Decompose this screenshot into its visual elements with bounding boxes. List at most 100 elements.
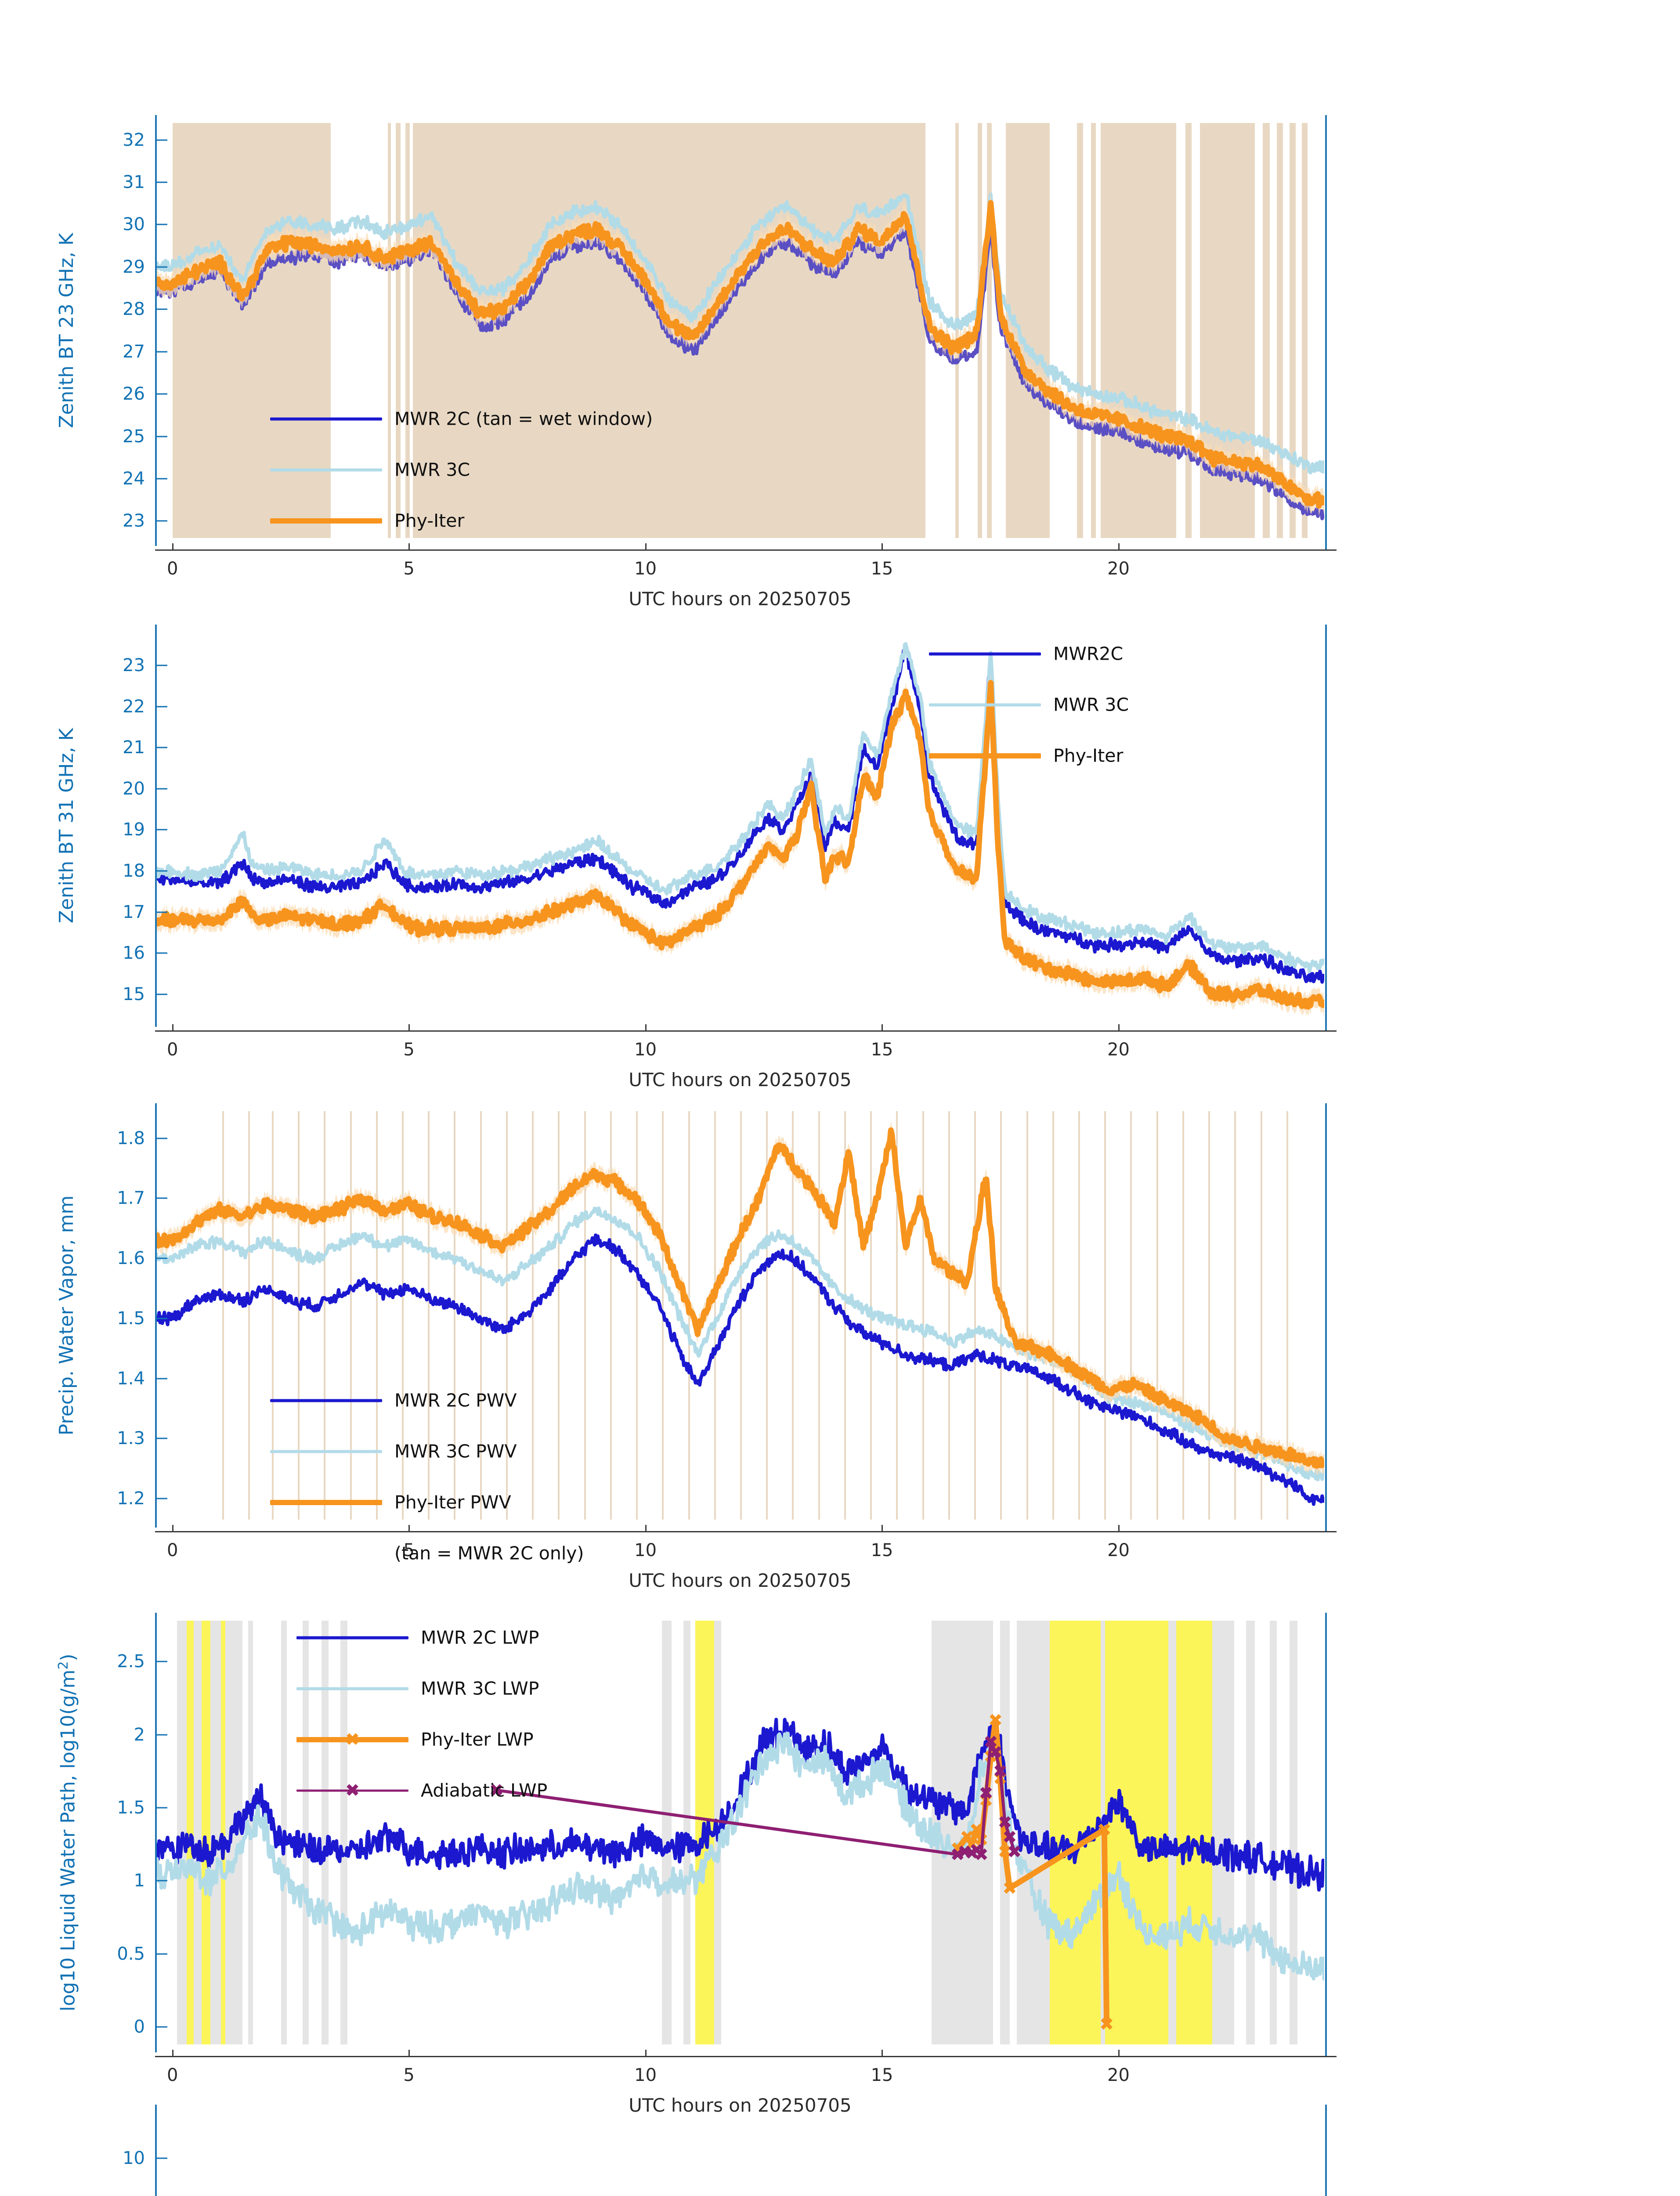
x-axis-spine (155, 549, 1337, 551)
yellow-band (202, 1621, 210, 2044)
legend-label: Phy-Iter PWV (394, 1492, 511, 1513)
y-tick-label: 1.5 (117, 1797, 145, 1818)
y-axis-label: Zenith BT 23 GHz, K (55, 233, 78, 428)
right-edge-line (1325, 1613, 1327, 2056)
panel-dqflag-traces (156, 2113, 1324, 2196)
wet-window-band (405, 123, 410, 538)
yellow-band (220, 1621, 226, 2044)
y-axis-spine (155, 1103, 157, 1528)
x-tick-label: 5 (403, 1040, 415, 1060)
x-tick-label: 20 (1107, 2065, 1130, 2085)
pwv-marker-line (271, 1111, 274, 1520)
y-tick-label: 25 (123, 426, 145, 447)
gray-band (662, 1621, 672, 2044)
y-tick-label: 18 (123, 860, 145, 881)
right-edge-line (1325, 625, 1327, 1030)
x-tick-label: 10 (634, 1540, 657, 1560)
series-2-line (156, 192, 1324, 475)
legend-label: Adiabatic LWP (421, 1780, 548, 1801)
pwv-marker-line (584, 1111, 586, 1520)
legend-line-swatch (929, 703, 1041, 707)
yellow-band (185, 1621, 194, 2044)
x-tick-label: 20 (1107, 1540, 1130, 1560)
wet-window-band (955, 123, 959, 538)
pwv-marker-line (636, 1111, 638, 1520)
y-tick-mark (156, 436, 167, 437)
y-tick-mark (156, 870, 167, 872)
panel-pwv-plot-area (156, 1111, 1324, 1520)
x-tick-label: 10 (634, 1040, 657, 1060)
wet-window-band (1100, 123, 1176, 538)
pwv-marker-line (740, 1111, 742, 1520)
x-tick-label: 0 (166, 559, 178, 579)
y-tick-mark (156, 351, 167, 353)
wet-window-band (1277, 123, 1283, 538)
x-tick-label: 0 (166, 1540, 178, 1560)
gray-band (302, 1621, 309, 2044)
y-tick-label: 0.5 (117, 1943, 145, 1964)
legend-line-swatch (929, 652, 1041, 656)
y-tick-mark (156, 788, 167, 790)
y-tick-label: 0 (134, 2017, 145, 2037)
pwv-marker-line (818, 1111, 820, 1520)
legend-label: MWR 3C PWV (394, 1441, 517, 1462)
legend-label: MWR 3C (394, 459, 470, 480)
y-tick-label: 32 (123, 130, 145, 150)
pwv-marker-line (402, 1111, 404, 1520)
series-2-line (156, 1206, 1324, 1481)
x-tick-mark (172, 1024, 173, 1031)
x-axis-label: UTC hours on 20250705 (629, 1570, 852, 1591)
lwp-marker: ✖ (1007, 1842, 1022, 1862)
legend-line-swatch (270, 518, 382, 524)
gray-band (321, 1621, 329, 2044)
y-tick-label: 29 (123, 256, 145, 277)
pwv-marker-line (1208, 1111, 1210, 1520)
pwv-marker-line (222, 1111, 224, 1520)
x-tick-label: 15 (871, 559, 893, 579)
series-2-line (156, 642, 1324, 974)
y-tick-mark (156, 520, 167, 522)
y-tick-mark (156, 1197, 167, 1199)
pwv-marker-line (974, 1111, 976, 1520)
pwv-marker-line (896, 1111, 898, 1520)
y-tick-mark (156, 1734, 167, 1736)
pwv-marker-line (766, 1111, 768, 1520)
series-3-line (156, 1127, 1324, 1469)
y-tick-mark (156, 993, 167, 995)
x-tick-mark (1118, 1024, 1120, 1031)
pwv-marker-line (1052, 1111, 1054, 1520)
y-tick-label: 23 (123, 511, 145, 531)
pwv-marker-line (454, 1111, 456, 1520)
y-tick-label: 23 (123, 655, 145, 675)
y-tick-mark (156, 478, 167, 480)
pwv-marker-line (324, 1111, 326, 1520)
y-tick-label: 1.5 (117, 1308, 145, 1329)
x-tick-label: 5 (403, 559, 415, 579)
y-tick-label: 1.2 (117, 1488, 145, 1509)
panel-bt23-traces (156, 192, 1324, 520)
x-axis-spine (155, 2056, 1337, 2057)
series-3-line (156, 200, 1324, 509)
wet-window-band (1091, 123, 1096, 538)
series-1-line (156, 648, 1324, 984)
legend-line-swatch (270, 468, 382, 472)
x-tick-label: 15 (871, 1540, 893, 1560)
y-tick-mark (156, 747, 167, 748)
y-tick-label: 15 (123, 984, 145, 1004)
y-tick-label: 1.6 (117, 1248, 145, 1269)
series-3-line (156, 680, 1324, 1010)
legend-label: MWR2C (1053, 643, 1124, 665)
x-tick-mark (408, 1525, 410, 1532)
x-tick-mark (645, 543, 647, 550)
y-tick-label: 21 (123, 737, 145, 758)
y-tick-label: 2 (134, 1724, 145, 1745)
y-tick-label: 1 (134, 1871, 145, 1891)
legend-line-swatch (296, 1636, 408, 1640)
pwv-marker-line (792, 1111, 794, 1520)
legend-label: MWR 2C LWP (421, 1627, 539, 1648)
y-tick-mark (156, 1318, 167, 1319)
y-tick-label: 17 (123, 902, 145, 922)
x-tick-mark (645, 1525, 647, 1532)
legend-line-swatch (270, 1399, 382, 1402)
pwv-marker-line (350, 1111, 352, 1520)
